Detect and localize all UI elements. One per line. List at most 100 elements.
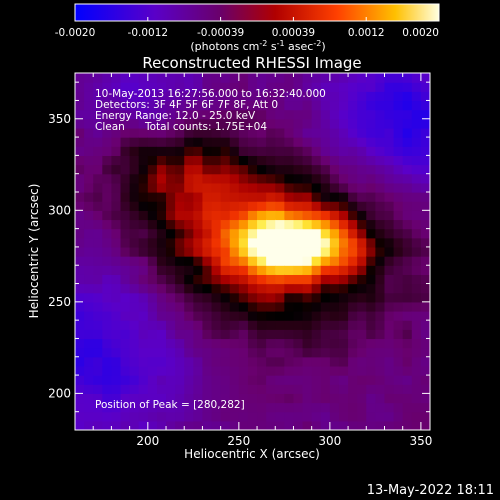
- heatmap-cell: [302, 118, 313, 129]
- heatmap-cell: [75, 311, 85, 321]
- heatmap-cell: [129, 73, 140, 83]
- heatmap-cell: [102, 146, 113, 156]
- heatmap-cell: [266, 127, 276, 138]
- heatmap-cell: [257, 420, 267, 430]
- heatmap-cell: [147, 100, 158, 111]
- colorbar-ticks: -0.0020 -0.0012 -0.00039 0.00039 0.0012 0.002…: [55, 17, 440, 39]
- heatmap-cell: [338, 91, 349, 102]
- heatmap-cell: [102, 265, 113, 275]
- heatmap-cell: [420, 155, 430, 166]
- heatmap-cell: [238, 265, 249, 275]
- heatmap-cell: [111, 137, 122, 147]
- heatmap-cell: [229, 127, 240, 138]
- heatmap-cell: [238, 356, 249, 367]
- heatmap-cell: [229, 118, 240, 129]
- heatmap-cell: [393, 265, 404, 275]
- heatmap-cell: [147, 384, 158, 394]
- heatmap-cell: [320, 100, 331, 111]
- heatmap-cell: [111, 146, 122, 156]
- heatmap-cell: [111, 246, 122, 257]
- heatmap-cell: [375, 73, 386, 83]
- heatmap-cell: [338, 109, 349, 120]
- heatmap-cell: [266, 338, 276, 349]
- heatmap-cell: [238, 311, 249, 321]
- heatmap-cell: [257, 228, 267, 239]
- heatmap-cell: [102, 164, 113, 175]
- heatmap-cell: [129, 91, 140, 102]
- heatmap-cell: [156, 283, 167, 294]
- heatmap-cell: [229, 420, 240, 430]
- heatmap-cell: [202, 384, 213, 394]
- colorbar: [74, 3, 440, 22]
- heatmap-cell: [402, 155, 413, 166]
- heatmap-cell: [93, 155, 103, 166]
- heatmap-cell: [338, 237, 349, 248]
- heatmap-cell: [293, 246, 304, 257]
- heatmap-cell: [238, 411, 249, 422]
- heatmap-cell: [357, 210, 367, 221]
- heatmap-cell: [420, 246, 430, 257]
- heatmap-cell: [120, 246, 131, 257]
- heatmap-cell: [147, 146, 158, 156]
- heatmap-cell: [293, 320, 304, 330]
- heatmap-cell: [75, 109, 85, 120]
- heatmap-cell: [120, 320, 131, 330]
- heatmap-cell: [329, 127, 340, 138]
- heatmap-cell: [320, 118, 331, 129]
- heatmap-cell: [393, 228, 404, 239]
- heatmap-cell: [93, 265, 103, 275]
- heatmap-cell: [338, 347, 349, 358]
- heatmap-cell: [175, 246, 185, 257]
- heatmap-cell: [138, 137, 149, 147]
- heatmap-cell: [129, 109, 140, 120]
- heatmap-cell: [75, 192, 85, 202]
- heatmap-cell: [102, 411, 113, 422]
- heatmap-cell: [393, 109, 404, 120]
- heatmap-cell: [366, 375, 376, 385]
- heatmap-cell: [220, 91, 231, 102]
- heatmap-cell: [257, 137, 267, 147]
- heatmap-cell: [302, 192, 313, 202]
- heatmap-cell: [275, 246, 285, 257]
- heatmap-cell: [220, 219, 231, 230]
- heatmap-cell: [202, 338, 213, 349]
- heatmap-cell: [166, 246, 176, 257]
- heatmap-cell: [93, 329, 103, 340]
- heatmap-cell: [402, 365, 413, 376]
- colorbar-tick-label: 0.0020: [402, 27, 439, 39]
- colorbar-tick-label: -0.0020: [55, 27, 96, 39]
- heatmap-cell: [420, 164, 430, 175]
- heatmap-cell: [393, 256, 404, 266]
- heatmap-cell: [375, 137, 386, 147]
- heatmap-cell: [420, 329, 430, 340]
- heatmap-cell: [257, 164, 267, 175]
- heatmap-cell: [93, 173, 103, 184]
- heatmap-cell: [257, 393, 267, 404]
- heatmap-cell: [120, 146, 131, 156]
- heatmap-cell: [93, 228, 103, 239]
- heatmap-cell: [384, 164, 395, 175]
- heatmap-cell: [147, 82, 158, 92]
- heatmap-cell: [138, 265, 149, 275]
- heatmap-cell: [311, 411, 322, 422]
- heatmap-cell: [111, 329, 122, 340]
- heatmap-cell: [338, 338, 349, 349]
- heatmap-cell: [384, 338, 395, 349]
- heatmap-cell: [202, 127, 213, 138]
- heatmap-cell: [284, 283, 295, 294]
- heatmap-cell: [366, 393, 376, 404]
- heatmap-cell: [220, 137, 231, 147]
- heatmap-cell: [275, 292, 285, 303]
- heatmap-cell: [220, 256, 231, 266]
- heatmap-cell: [266, 274, 276, 285]
- heatmap-cell: [411, 210, 422, 221]
- heatmap-cell: [384, 155, 395, 166]
- heatmap-cell: [338, 365, 349, 376]
- heatmap-cell: [348, 228, 358, 239]
- heatmap-cell: [275, 201, 285, 211]
- heatmap-cell: [247, 100, 258, 111]
- heatmap-cell: [375, 393, 386, 404]
- heatmap-cell: [266, 210, 276, 221]
- heatmap-cell: [202, 301, 213, 312]
- heatmap-cell: [93, 146, 103, 156]
